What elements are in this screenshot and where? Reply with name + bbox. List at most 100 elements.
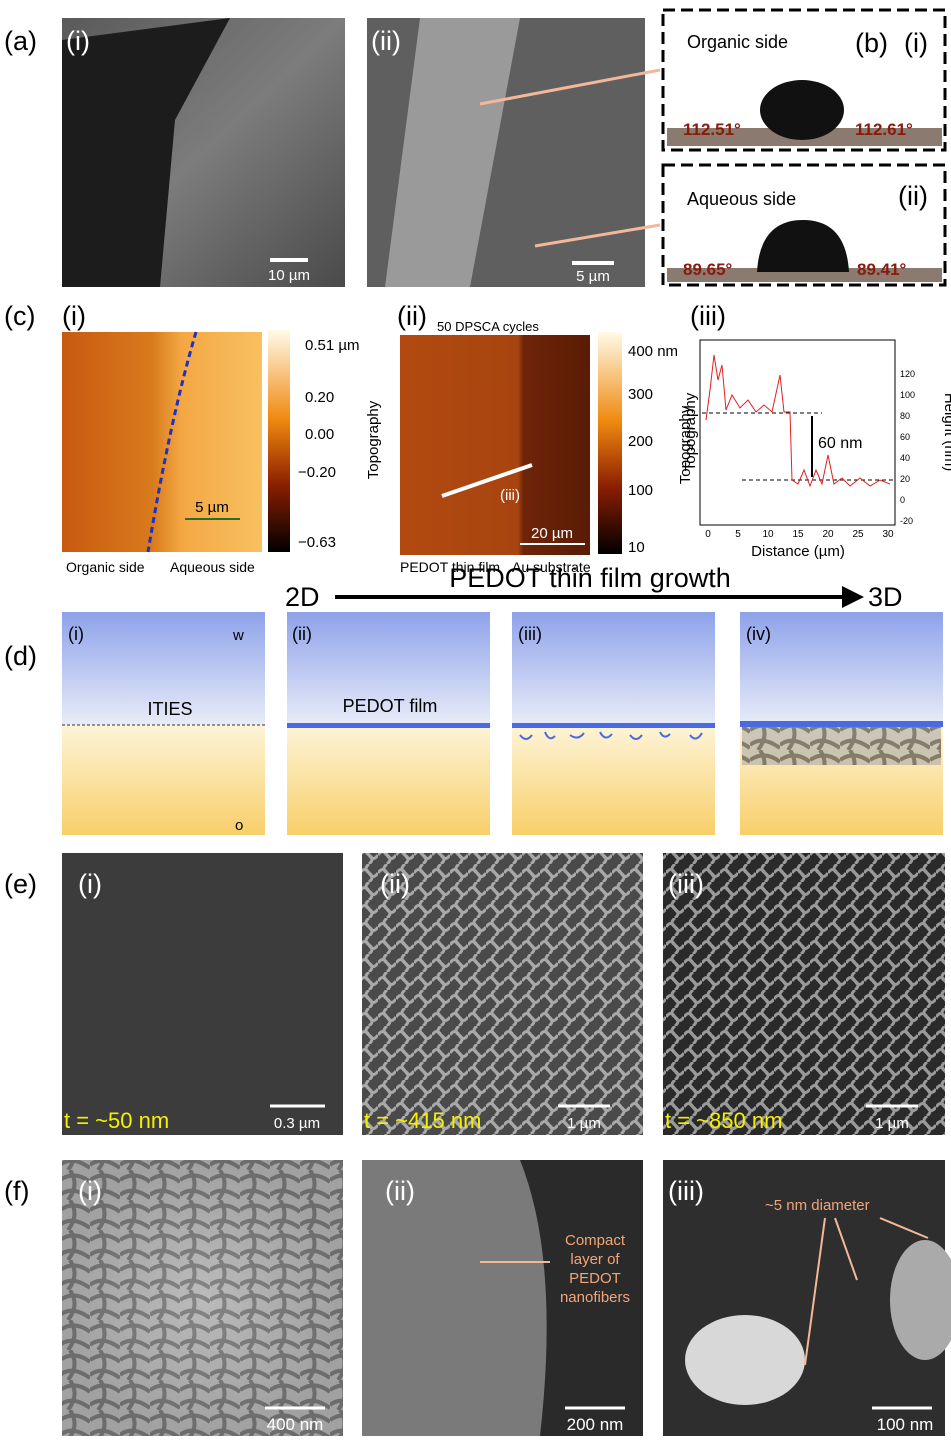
- panel-label: (i): [66, 26, 90, 56]
- y-tick-label: -20: [900, 516, 913, 526]
- scale-label: 20 µm: [531, 525, 573, 542]
- x-tick-label: 10: [762, 529, 774, 540]
- colorbar-label: 200: [628, 433, 653, 450]
- step-label: 60 nm: [818, 435, 862, 452]
- x-tick-label: 5: [735, 529, 741, 540]
- panel-label: (iii): [518, 624, 542, 644]
- x-tick-label: 25: [852, 529, 864, 540]
- panel-label: (ii): [371, 26, 401, 56]
- arrow-start: 2D: [285, 582, 320, 612]
- colorbar: [268, 330, 290, 552]
- panel-label: (ii): [898, 181, 928, 211]
- scale-label: 100 nm: [877, 1415, 934, 1434]
- panel-label: (i): [904, 28, 928, 58]
- panel-label: (a): [4, 26, 37, 56]
- y-tick-label: 100: [900, 390, 915, 400]
- sem-image: [663, 853, 945, 1135]
- colorbar-label: 10: [628, 539, 645, 556]
- colorbar-label: −0.20: [298, 464, 336, 481]
- colorbar-label: 0.00: [305, 426, 334, 443]
- annotation: Compact: [565, 1232, 626, 1249]
- scale-label: 200 nm: [567, 1415, 624, 1434]
- x-tick-label: 30: [882, 529, 894, 540]
- page: (a) (i) 10 µm (ii) 5 µm Organic side (b)…: [0, 0, 951, 1441]
- contact-angle: 89.65°: [683, 260, 733, 279]
- nanofiber-network: [742, 727, 941, 765]
- panel-label: (c): [4, 301, 35, 331]
- film: [287, 723, 490, 728]
- y-tick-label: 60: [900, 432, 910, 442]
- axis-label: Height (nm): [941, 393, 951, 471]
- arrow-end: 3D: [868, 582, 903, 612]
- thickness-label: t = ~415 nm: [364, 1108, 481, 1133]
- thickness-label: t = ~850 nm: [665, 1108, 782, 1133]
- growth-title: PEDOT thin film growth: [449, 563, 731, 593]
- image-feature: [685, 1315, 805, 1405]
- colorbar-label: 0.51 µm: [305, 337, 360, 354]
- arrowhead: [842, 586, 864, 608]
- scale-label: 1 µm: [567, 1115, 601, 1132]
- panel-label: (i): [78, 1176, 102, 1206]
- subtitle: 50 DPSCA cycles: [437, 319, 539, 334]
- side-label: Organic side: [687, 32, 788, 52]
- contact-angle: 112.51°: [683, 120, 741, 139]
- scale-label: 400 nm: [267, 1415, 324, 1434]
- colorbar-label: 400 nm: [628, 343, 678, 360]
- oil-phase: [512, 725, 715, 835]
- contact-angle: 89.41°: [857, 260, 907, 279]
- oil-phase: [287, 725, 490, 835]
- tem-image: [62, 1160, 343, 1436]
- scale-label: 5 µm: [576, 268, 610, 285]
- scale-label: 0.3 µm: [274, 1115, 320, 1132]
- caption: Aqueous side: [170, 559, 255, 575]
- colorbar-label: 0.20: [305, 389, 334, 406]
- panel-label: (iv): [746, 624, 771, 644]
- film: [512, 723, 715, 728]
- y-tick-label: 20: [900, 474, 910, 484]
- annotation: PEDOT: [569, 1270, 621, 1287]
- afm-image: [400, 335, 590, 555]
- annotation: layer of: [570, 1251, 620, 1268]
- panel-label: (i): [62, 301, 86, 331]
- annotation: ~5 nm diameter: [765, 1197, 870, 1214]
- sem-image: [62, 853, 343, 1135]
- x-tick-label: 0: [705, 529, 711, 540]
- scale-label: 5 µm: [195, 499, 229, 516]
- panel-label: (iii): [690, 301, 726, 331]
- droplet: [760, 80, 844, 140]
- axis-label: Topography: [682, 392, 699, 471]
- caption: Organic side: [66, 559, 145, 575]
- axis-label: Topography: [365, 400, 382, 479]
- colorbar: [598, 332, 622, 554]
- scale-label: 10 µm: [268, 267, 310, 284]
- profile-label: (iii): [500, 487, 520, 504]
- side-label: Aqueous side: [687, 189, 796, 209]
- panel-label: (iii): [668, 869, 704, 899]
- panel-label: (f): [4, 1176, 29, 1206]
- colorbar-label: −0.63: [298, 534, 336, 551]
- panel-label: (i): [78, 869, 102, 899]
- water-phase: [512, 612, 715, 725]
- panel-label: (d): [4, 641, 37, 671]
- interface-label: ITIES: [147, 699, 192, 719]
- y-tick-label: 0: [900, 495, 905, 505]
- film: [740, 721, 943, 727]
- panel-label: (e): [4, 869, 37, 899]
- annotation: nanofibers: [560, 1289, 630, 1306]
- scale-label: 1 µm: [875, 1115, 909, 1132]
- x-tick-label: 15: [792, 529, 804, 540]
- colorbar-label: 300: [628, 386, 653, 403]
- y-tick-label: 80: [900, 411, 910, 421]
- phase-label: w: [232, 627, 244, 644]
- contact-angle: 112.61°: [855, 120, 913, 139]
- panel-label: (b): [855, 28, 888, 58]
- panel-label: (iii): [668, 1176, 704, 1206]
- y-tick-label: 40: [900, 453, 910, 463]
- phase-label: o: [235, 817, 243, 834]
- panel-label: (ii): [380, 869, 410, 899]
- plot-frame: [700, 340, 895, 525]
- panel-label: (ii): [292, 624, 312, 644]
- panel-label: (i): [68, 624, 84, 644]
- colorbar-label: 100: [628, 482, 653, 499]
- figure: (a) (i) 10 µm (ii) 5 µm Organic side (b)…: [0, 0, 951, 1436]
